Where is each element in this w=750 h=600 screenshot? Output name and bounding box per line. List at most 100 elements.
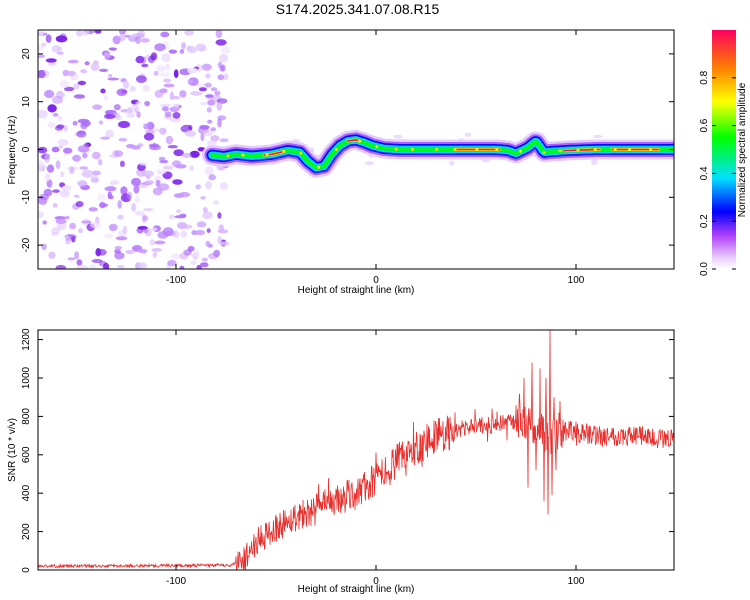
- noise-blob: [149, 239, 155, 246]
- ridge-dot: [518, 149, 522, 153]
- noise-blob: [67, 70, 76, 77]
- noise-blob: [142, 84, 150, 92]
- noise-blob: [44, 173, 51, 182]
- noise-blob: [57, 139, 69, 146]
- noise-blob: [204, 82, 212, 88]
- ridge-dot: [576, 148, 580, 152]
- x-tick-label: 100: [568, 576, 585, 587]
- noise-blob: [179, 265, 185, 269]
- noise-blob: [213, 200, 220, 205]
- noise-blob: [210, 135, 220, 142]
- ridge-dot: [628, 148, 631, 151]
- ridge-dot: [558, 149, 562, 153]
- noise-blob: [56, 222, 67, 231]
- noise-blob: [146, 121, 155, 130]
- noise-blob: [98, 158, 103, 166]
- noise-blob: [161, 106, 169, 112]
- noise-blob: [218, 54, 229, 63]
- noise-blob: [62, 69, 70, 77]
- noise-blob: [150, 227, 158, 232]
- noise-blob: [112, 35, 121, 45]
- noise-blob: [74, 194, 80, 198]
- noise-blob: [207, 99, 216, 106]
- noise-blob: [97, 193, 106, 202]
- noise-blob: [65, 215, 70, 220]
- y-tick-label: 0: [21, 146, 32, 152]
- y-tick-label: -10: [21, 190, 32, 205]
- noise-blob: [108, 47, 117, 51]
- noise-blob: [393, 134, 403, 139]
- noise-blob: [199, 125, 210, 130]
- noise-blob: [54, 125, 63, 131]
- y-tick-label: 1200: [21, 328, 32, 351]
- noise-blob: [364, 161, 375, 166]
- noise-blob: [84, 61, 90, 66]
- ridge-dot: [226, 154, 230, 158]
- noise-blob: [150, 52, 158, 61]
- noise-blob: [199, 262, 209, 268]
- noise-blob: [119, 32, 126, 41]
- noise-blob: [200, 196, 206, 200]
- noise-blob: [55, 218, 67, 225]
- noise-blob: [39, 193, 50, 201]
- noise-blob: [118, 30, 127, 35]
- noise-blob: [449, 160, 455, 166]
- noise-blob: [51, 45, 61, 53]
- noise-blob: [121, 89, 128, 94]
- noise-blob: [591, 159, 598, 165]
- noise-blob: [159, 88, 168, 94]
- snr-x-ticks: -100 0 100: [166, 330, 585, 587]
- noise-blob: [54, 216, 67, 220]
- ridge-dot: [358, 139, 362, 143]
- noise-blob: [174, 164, 187, 169]
- ridge-dot: [317, 165, 321, 169]
- noise-blob: [169, 106, 180, 113]
- noise-blob: [81, 220, 92, 224]
- ridge-dot: [475, 148, 479, 151]
- noise-blob: [52, 113, 59, 117]
- noise-blob: [189, 150, 200, 158]
- noise-blob: [67, 257, 76, 261]
- noise-blob: [99, 68, 109, 72]
- noise-blob: [131, 202, 137, 212]
- y-tick-label: 200: [21, 523, 32, 540]
- y-tick-label: 400: [21, 484, 32, 501]
- noise-blob: [107, 77, 120, 81]
- x-tick-label: 0: [373, 275, 379, 286]
- noise-blob: [82, 30, 90, 36]
- noise-blob: [203, 130, 214, 137]
- noise-blob: [168, 214, 175, 220]
- noise-blob: [72, 120, 78, 126]
- noise-blob: [52, 203, 58, 208]
- noise-blob: [143, 208, 154, 212]
- spectrogram-x-ticks: -100 0 100: [166, 30, 585, 286]
- noise-blob: [219, 241, 231, 246]
- y-tick-label: 800: [21, 408, 32, 425]
- noise-blob: [104, 233, 114, 239]
- colorbar: 0.0 0.2 0.4 0.6 0.8 Normalized spectral ampl…: [699, 30, 748, 276]
- snr-y-ticks: 0 200 400 600 800 1000 1200: [21, 328, 674, 573]
- noise-blob: [129, 85, 136, 92]
- noise-blob: [89, 264, 97, 269]
- noise-blob: [58, 145, 64, 149]
- ridge-dot: [495, 148, 499, 152]
- noise-blob: [216, 101, 222, 111]
- noise-blob: [123, 80, 129, 89]
- noise-blob: [38, 44, 44, 51]
- noise-blob: [165, 63, 171, 71]
- spectrogram-y-axis-label: Frequency (Hz): [7, 116, 18, 185]
- noise-blob: [206, 107, 212, 113]
- noise-blob: [174, 215, 187, 219]
- noise-blob: [52, 95, 63, 104]
- noise-blob: [48, 251, 56, 259]
- noise-blob: [44, 154, 50, 163]
- noise-blob: [38, 211, 44, 219]
- noise-blob: [82, 169, 93, 178]
- noise-blob: [80, 121, 88, 130]
- noise-blob: [91, 259, 103, 263]
- noise-blob: [136, 111, 141, 118]
- noise-blob: [141, 63, 149, 68]
- noise-blob: [45, 34, 52, 43]
- noise-blob: [80, 69, 88, 74]
- noise-blob: [152, 142, 157, 149]
